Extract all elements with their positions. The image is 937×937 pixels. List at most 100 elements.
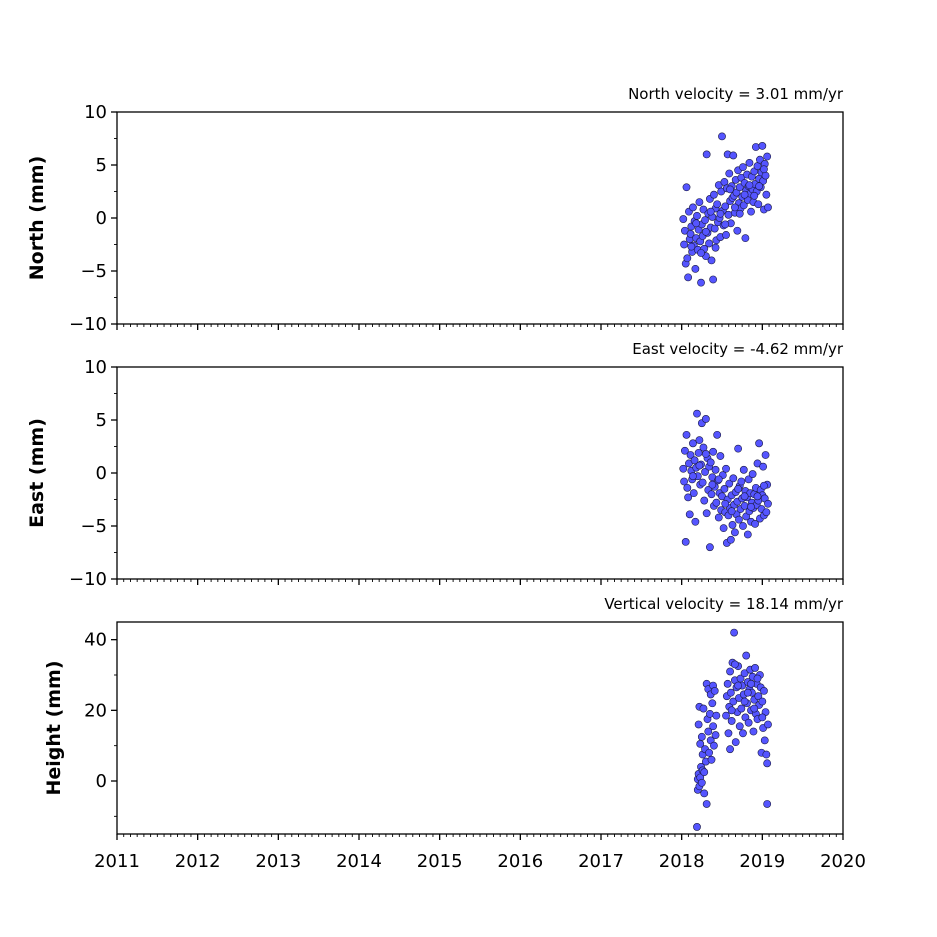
height-point [734,681,743,690]
height-point [743,688,752,697]
height-point [705,748,713,757]
height-point [706,709,714,718]
north-point [721,202,730,211]
height-point [723,679,732,688]
north-point [722,231,730,239]
east-point [716,452,725,460]
north-point [701,216,709,225]
east-point [684,493,693,502]
east-point [759,462,768,471]
north-point [724,210,733,219]
north-point [750,191,759,200]
east-point [701,468,709,476]
east-point [679,464,688,473]
north-point [763,152,772,161]
north-ytick-label: −5 [80,261,107,282]
east-point [695,461,704,470]
height-point [731,660,739,669]
north-ytick-label: 5 [96,155,107,176]
height-xtick-label: 2017 [578,851,624,872]
north-point [761,171,770,180]
east-point [753,492,762,501]
north-ytick-label: 0 [96,208,107,229]
east-point [681,538,690,546]
north-point [733,226,742,235]
north-point [739,163,747,172]
north-point [697,249,705,257]
north-point [701,227,710,236]
height-point [764,720,772,729]
height-point [726,688,735,697]
east-point [680,446,689,455]
east-point [689,489,698,498]
east-point [706,458,715,467]
height-point [693,823,701,831]
height-point [726,745,734,754]
east-point [689,439,697,448]
height-point [740,669,749,678]
height-point [694,720,703,729]
north-point [705,239,713,248]
east-ytick-label: 5 [96,410,107,431]
east-point [695,436,704,445]
east-point [708,480,717,489]
height-point [699,704,708,713]
height-point [747,679,755,688]
north-ytick-label: −10 [69,314,107,335]
east-ytick-label: −10 [69,569,107,590]
height-point [729,697,738,706]
north-point [692,219,701,228]
east-point [719,524,728,533]
north-point [702,150,711,159]
north-point [710,190,718,199]
east-point [721,499,730,508]
height-xtick-label: 2011 [94,851,140,872]
east-point [707,490,716,499]
height-point [700,768,709,777]
east-point [690,456,699,465]
east-point [720,484,729,493]
north-point [680,240,688,249]
height-point [740,697,749,706]
east-point [739,465,748,474]
east-ytick-label: −5 [80,516,107,537]
east-point [762,508,771,517]
east-plot-frame [116,366,844,580]
north-axis-label: North (mm) [26,156,48,281]
north-point [691,264,700,273]
east-point [743,530,752,539]
east-point [728,521,737,529]
panel-north: North velocity = 3.01 mm/yr North (mm) −… [26,85,844,335]
north-point [718,132,726,141]
north-point [760,165,768,174]
north-point [707,256,716,265]
height-xtick-label: 2018 [659,851,705,872]
height-point [763,800,772,808]
height-xtick-label: 2015 [417,851,463,872]
height-point [712,711,721,720]
east-axis-label: East (mm) [26,418,48,528]
north-point [725,169,734,178]
height-point [727,706,736,715]
height-point [722,711,730,720]
east-point [683,483,692,492]
north-point [682,183,691,192]
east-point [685,510,694,519]
height-point [744,718,753,727]
north-point [758,142,767,150]
north-ytick-label: 10 [84,102,107,123]
height-xtick-label: 2019 [739,851,785,872]
east-point [701,450,710,458]
north-point [741,234,750,243]
east-point [737,477,746,486]
height-point [727,717,736,725]
north-point [706,207,715,216]
north-point [745,181,754,190]
height-point [742,651,751,660]
height-point [750,704,759,713]
height-point [697,778,706,787]
north-point [689,203,697,212]
east-point [689,472,697,481]
north-point [762,190,771,199]
height-point [739,729,747,738]
